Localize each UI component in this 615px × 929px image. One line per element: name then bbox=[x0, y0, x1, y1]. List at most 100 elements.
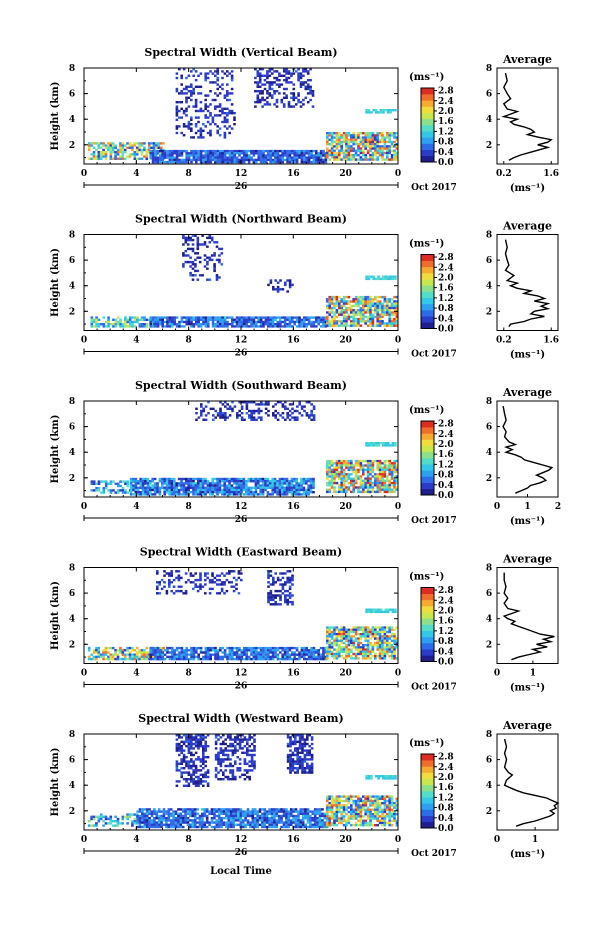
heatmap-cell bbox=[211, 323, 215, 326]
heatmap-cell bbox=[109, 144, 113, 147]
average-x-label: (ms⁻¹) bbox=[510, 183, 545, 194]
heatmap-cell bbox=[293, 646, 296, 650]
heatmap-cell bbox=[191, 249, 195, 253]
heatmap-cell bbox=[264, 488, 267, 492]
heatmap-cell bbox=[95, 323, 98, 326]
heatmap-cell bbox=[182, 125, 186, 128]
heatmap-cell bbox=[226, 98, 229, 102]
heatmap-cell bbox=[156, 158, 160, 162]
heatmap-cell bbox=[263, 79, 267, 82]
heatmap-cell bbox=[166, 325, 169, 328]
heatmap-cell bbox=[236, 414, 239, 417]
heatmap-cell bbox=[235, 587, 238, 591]
heatmap-cell bbox=[267, 283, 270, 287]
heatmap-cell bbox=[223, 484, 226, 487]
heatmap-cell bbox=[359, 315, 363, 319]
heatmap-cell bbox=[378, 486, 382, 489]
colorbar-tick-label: 1.2 bbox=[438, 127, 454, 137]
heatmap-cell bbox=[206, 116, 210, 119]
heatmap-cell bbox=[276, 576, 280, 580]
heatmap-cell bbox=[310, 149, 313, 153]
heatmap-cell bbox=[221, 158, 224, 162]
heatmap-cell bbox=[95, 655, 98, 659]
average-frame bbox=[496, 400, 559, 498]
heatmap-cell bbox=[333, 322, 336, 325]
heatmap-cell bbox=[326, 650, 329, 653]
heatmap-cell bbox=[298, 316, 301, 319]
heatmap-cell bbox=[95, 155, 98, 158]
heatmap-cell bbox=[312, 414, 316, 417]
colorbar-tick-label: 1.6 bbox=[438, 284, 454, 294]
heatmap-cell bbox=[195, 649, 198, 652]
heatmap-cell bbox=[276, 320, 280, 324]
heatmap-cell bbox=[354, 470, 358, 474]
x-tick-label: 12 bbox=[235, 336, 248, 346]
heatmap-cell bbox=[333, 648, 336, 651]
heatmap-cell bbox=[153, 482, 157, 485]
heatmap-cell bbox=[192, 156, 196, 159]
heatmap-cell bbox=[374, 136, 377, 139]
heatmap-cell bbox=[168, 488, 171, 492]
heatmap-cell bbox=[158, 486, 162, 489]
heatmap-cell bbox=[322, 653, 325, 656]
heatmap-cell bbox=[171, 649, 174, 652]
heatmap-cell bbox=[279, 594, 282, 597]
heatmap-cell bbox=[154, 655, 157, 659]
heatmap-cell bbox=[262, 152, 265, 155]
heatmap-cell bbox=[340, 298, 343, 301]
heatmap-cell bbox=[240, 156, 244, 159]
colorbar-tick-label: 2.0 bbox=[438, 273, 454, 283]
heatmap-cell bbox=[271, 649, 275, 652]
heatmap-cell bbox=[185, 101, 188, 104]
heatmap-cell bbox=[383, 488, 387, 491]
heatmap-cell bbox=[386, 641, 389, 645]
heatmap-cell bbox=[278, 482, 282, 485]
heatmap-cell bbox=[190, 323, 193, 326]
heatmap-cell bbox=[369, 468, 372, 472]
heatmap-cell bbox=[171, 651, 174, 654]
heatmap-cell bbox=[283, 493, 286, 496]
heatmap-cell bbox=[393, 490, 396, 494]
heatmap-cell bbox=[202, 323, 205, 326]
heatmap-cell bbox=[195, 154, 198, 157]
heatmap-cell bbox=[347, 635, 351, 638]
heatmap-cell bbox=[350, 473, 353, 476]
heatmap-cell bbox=[119, 480, 122, 483]
heatmap-cell bbox=[281, 158, 284, 162]
heatmap-cell bbox=[383, 652, 387, 656]
heatmap-cell bbox=[328, 488, 331, 491]
heatmap-cell bbox=[330, 302, 334, 305]
heatmap-cell bbox=[189, 572, 193, 575]
heatmap-cell bbox=[204, 116, 207, 119]
heatmap-cell bbox=[90, 316, 94, 319]
heatmap-cell bbox=[297, 74, 300, 77]
heatmap-cell bbox=[319, 152, 323, 155]
heatmap-cell bbox=[184, 581, 188, 584]
heatmap-cell bbox=[326, 468, 329, 472]
heatmap-cell bbox=[216, 72, 219, 75]
heatmap-cell bbox=[261, 480, 265, 483]
heatmap-cell bbox=[271, 149, 275, 153]
heatmap-cell bbox=[381, 154, 384, 157]
heatmap-cell bbox=[202, 657, 205, 661]
heatmap-cell bbox=[342, 138, 346, 141]
heatmap-cell bbox=[295, 477, 298, 481]
heatmap-cell bbox=[282, 79, 286, 82]
heatmap-cell bbox=[264, 401, 268, 404]
heatmap-cell bbox=[128, 316, 132, 319]
heatmap-cell bbox=[228, 109, 231, 113]
heatmap-cell bbox=[243, 323, 246, 326]
heatmap-cell bbox=[243, 651, 246, 654]
heatmap-cell bbox=[97, 325, 101, 328]
heatmap-cell bbox=[386, 479, 389, 483]
heatmap-cell bbox=[383, 138, 387, 141]
heatmap-cell bbox=[195, 323, 198, 326]
heatmap-cell bbox=[214, 98, 217, 102]
heatmap-cell bbox=[364, 490, 367, 494]
heatmap-cell bbox=[238, 657, 241, 661]
heatmap-cell bbox=[235, 491, 238, 494]
heatmap-cell bbox=[143, 325, 146, 328]
heatmap-cell bbox=[388, 304, 391, 308]
heatmap-cell bbox=[180, 154, 184, 157]
heatmap-cell bbox=[330, 136, 334, 139]
